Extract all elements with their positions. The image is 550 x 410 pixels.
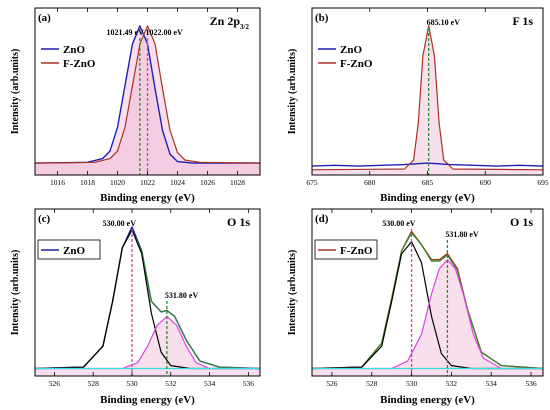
panel-title: F 1s: [512, 14, 533, 28]
x-tick-label: 1022: [140, 178, 155, 187]
legend: ZnO F-ZnO: [41, 44, 96, 70]
x-tick-label: 1018: [80, 178, 95, 187]
x-tick-label: 675: [306, 178, 318, 187]
series-line-f-zno: [34, 25, 261, 164]
panel-title: O 1s: [227, 215, 250, 229]
x-tick-label: 528: [88, 379, 100, 388]
x-axis-label: Binding energy (eV): [380, 192, 475, 204]
chart-panel-4: 530.00 eV 531.80 eV 526 528 530 532 534 536 (d) O…: [287, 208, 544, 406]
x-tick-label: 690: [480, 178, 492, 187]
y-axis-label: Intensity (arb.units): [287, 250, 298, 336]
x-tick-label: 536: [525, 379, 537, 388]
x-tick-label: 526: [326, 379, 338, 388]
x-tick-label: 1020: [110, 178, 125, 187]
panel-title: Zn 2p: [210, 14, 241, 28]
y-axis-label: Intensity (arb.units): [10, 250, 21, 336]
y-axis-label: Intensity (arb.units): [287, 49, 298, 135]
legend-box: [314, 239, 378, 260]
legend: ZnO: [37, 239, 101, 260]
series-line-fit-3: [312, 259, 543, 370]
chart-panel-1: 1021.49 eV 1022.00 eV 1016 1018 1020 1022 1024…: [10, 7, 261, 204]
peak-label: 1021.49 eV: [107, 28, 145, 37]
series-line-zno: [34, 25, 260, 164]
x-tick-label: 532: [446, 379, 458, 388]
legend-entry: F-ZnO: [63, 58, 96, 70]
x-tick-label: 528: [366, 379, 378, 388]
x-tick-label: 534: [204, 379, 216, 388]
chart-panel-2: 685.10 eV 675 680 685 690 695 (b) F 1s ZnO F-ZnO B…: [287, 7, 549, 204]
panel-title: O 1s: [510, 215, 533, 229]
peak-label: 685.10 eV: [427, 18, 461, 27]
x-tick-label: 532: [165, 379, 177, 388]
legend-entry: ZnO: [63, 245, 85, 257]
x-axis-label: Binding energy (eV): [100, 192, 195, 204]
series-fill: [312, 259, 543, 376]
legend-entry: F-ZnO: [340, 245, 373, 257]
legend-entry: F-ZnO: [340, 58, 373, 70]
x-tick-label: 1016: [50, 178, 65, 187]
peak-label: 530.00 eV: [382, 219, 416, 228]
x-tick-label: 534: [486, 379, 498, 388]
plot-frame: [34, 208, 261, 377]
x-tick-label: 526: [49, 379, 61, 388]
series-fill: [312, 25, 543, 176]
peak-label: 531.80 eV: [165, 291, 199, 300]
legend-entry: ZnO: [340, 44, 362, 56]
legend-entry: ZnO: [63, 44, 85, 56]
panel-label: (c): [38, 213, 51, 225]
legend-box: [37, 239, 101, 260]
series-line-fit-2: [34, 229, 260, 370]
chart-panel-3: 530.00 eV 531.80 eV 526 528 530 532 534 536 (c) O…: [10, 208, 261, 406]
x-tick-label: 680: [364, 178, 376, 187]
x-tick-label: 530: [126, 379, 138, 388]
x-tick-label: 530: [406, 379, 418, 388]
plot-frame: [311, 208, 544, 377]
legend: ZnO F-ZnO: [318, 44, 373, 70]
x-tick-label: 1024: [170, 178, 185, 187]
x-tick-label: 1026: [200, 178, 215, 187]
x-axis-label: Binding energy (eV): [100, 394, 195, 406]
peak-label: 530.00 eV: [103, 219, 137, 228]
panel-title-subscript: 3/2: [240, 23, 249, 31]
panel-label: (a): [38, 12, 51, 24]
legend: F-ZnO: [314, 239, 378, 260]
series-line-f-zno: [311, 25, 544, 171]
x-tick-label: 1028: [230, 178, 245, 187]
x-tick-label: 695: [537, 178, 549, 187]
series-line-fit-1: [311, 232, 544, 370]
x-tick-label: 536: [243, 379, 255, 388]
peak-label: 1022.00 eV: [146, 28, 184, 37]
x-tick-label: 685: [422, 178, 434, 187]
x-axis-label: Binding energy (eV): [380, 394, 475, 406]
panel-label: (d): [315, 213, 329, 225]
series-line-zno: [311, 162, 544, 167]
peak-label: 531.80 eV: [445, 230, 479, 239]
panel-label: (b): [315, 12, 329, 24]
series-line-fit-2: [311, 241, 543, 370]
y-axis-label: Intensity (arb.units): [10, 49, 21, 135]
